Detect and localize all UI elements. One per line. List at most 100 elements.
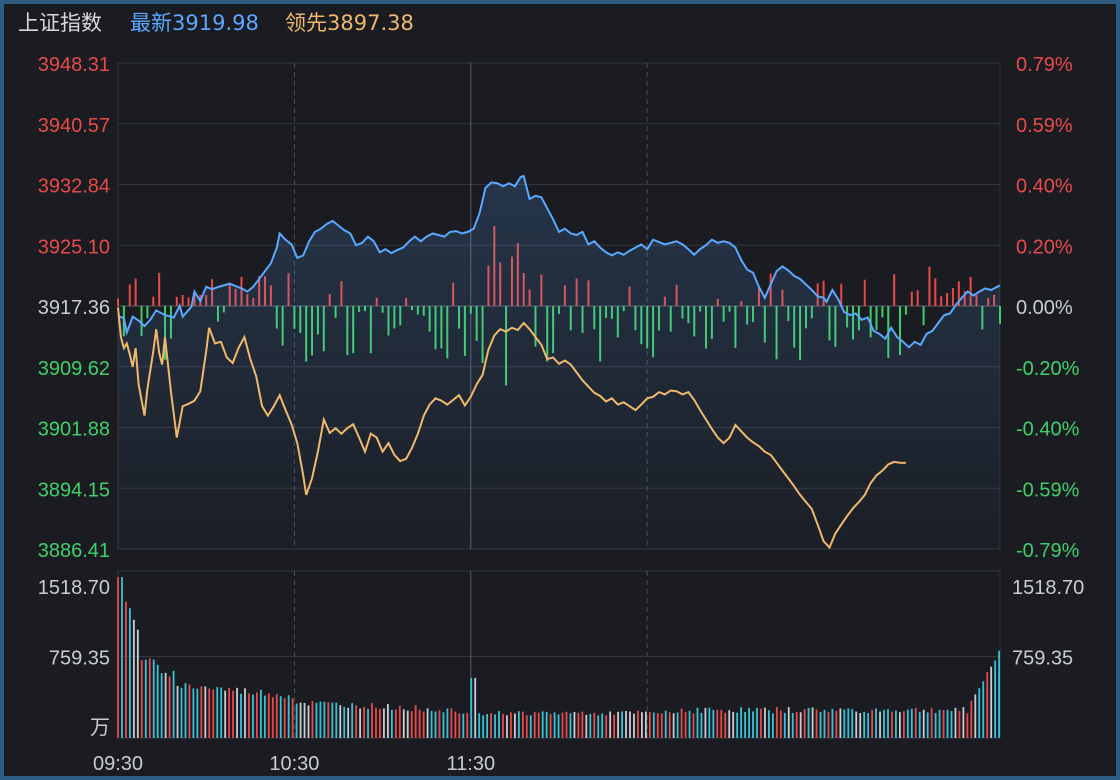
volume-bar: [125, 601, 127, 738]
volume-bar: [148, 658, 151, 738]
volume-bar: [533, 711, 536, 738]
volume-bar: [696, 707, 699, 738]
volume-bar: [184, 683, 187, 738]
volume-bar: [668, 712, 671, 738]
volume-bar: [418, 709, 421, 738]
volume-bar: [414, 705, 417, 738]
volume-bar: [839, 708, 842, 738]
volume-bar: [835, 710, 838, 738]
volume-bar: [601, 713, 604, 738]
volume-bar: [386, 703, 389, 738]
volume-bar: [779, 710, 782, 738]
volume-bar: [990, 666, 993, 738]
volume-bar: [898, 712, 901, 738]
volume-bar: [176, 685, 179, 738]
volume-bar: [494, 714, 496, 738]
volume-bar: [700, 712, 703, 738]
volume-bar: [565, 711, 568, 738]
volume-bar: [827, 712, 830, 738]
volume-bar: [652, 712, 655, 738]
volume-bar: [771, 713, 774, 738]
volume-bar: [375, 707, 377, 738]
x-tick: 10:30: [269, 753, 319, 775]
volume-bar: [208, 688, 211, 738]
volume-bar: [367, 708, 369, 738]
volume-bar: [442, 712, 445, 738]
volume-bar: [656, 713, 659, 738]
y-tick-right: 0.79%: [1016, 54, 1073, 76]
flow-bar-down: [899, 306, 902, 355]
flow-bar-up: [946, 292, 949, 306]
volume-bar: [958, 710, 961, 738]
flow-bar-up: [928, 266, 931, 306]
volume-bar: [244, 688, 246, 738]
y-tick-left: 3948.31: [38, 54, 110, 76]
volume-bar: [303, 702, 306, 738]
volume-bar: [617, 711, 619, 738]
y-tick-right: 0.00%: [1016, 297, 1073, 319]
volume-bar: [212, 689, 215, 738]
volume-bar: [680, 708, 683, 738]
flow-bar-up: [863, 279, 866, 306]
volume-bar: [390, 709, 393, 738]
volume-bar: [343, 706, 346, 738]
leading-index-label: 领先3897.38: [285, 11, 414, 35]
volume-bar: [545, 711, 548, 738]
volume-bar: [748, 707, 750, 738]
volume-bar: [764, 707, 766, 738]
volume-bar: [728, 710, 731, 738]
volume-bar: [593, 712, 596, 738]
volume-bar: [676, 712, 679, 738]
volume-bar: [232, 690, 235, 738]
volume-bar: [843, 709, 846, 738]
volume-bar: [938, 709, 941, 738]
volume-bar: [859, 713, 862, 738]
volume-bar: [474, 677, 477, 738]
volume-bar: [815, 709, 818, 738]
y-tick-left: 3901.88: [38, 419, 110, 441]
flow-bar-down: [904, 306, 907, 315]
volume-bar: [720, 709, 723, 738]
volume-bar: [867, 712, 870, 738]
volume-bar: [998, 650, 1001, 738]
y-tick-left: 3909.62: [38, 358, 110, 380]
volume-bar: [327, 702, 330, 738]
volume-bar: [811, 707, 814, 738]
volume-bar: [319, 701, 322, 738]
volume-bar: [902, 711, 905, 738]
volume-bar: [240, 693, 242, 738]
volume-bar: [891, 711, 893, 738]
index-name: 上证指数: [18, 11, 102, 35]
x-tick: 11:30: [447, 753, 496, 775]
volume-bar: [152, 659, 155, 738]
volume-bar: [422, 711, 425, 738]
volume-bar: [394, 709, 397, 738]
volume-bar: [275, 694, 278, 738]
volume-bar: [287, 695, 290, 738]
volume-bar: [672, 713, 675, 738]
volume-bar: [196, 688, 199, 738]
volume-bar: [688, 710, 691, 738]
volume-bar: [807, 707, 810, 738]
y-tick-left: 3917.36: [38, 297, 110, 319]
volume-bar: [180, 687, 183, 738]
volume-bar: [156, 664, 159, 738]
flow-bar-up: [840, 283, 843, 306]
volume-bar: [553, 712, 556, 738]
volume-bar: [581, 711, 584, 738]
volume-bar: [144, 659, 147, 738]
volume-tick-right: 759.35: [1012, 648, 1073, 670]
volume-bar: [791, 712, 794, 738]
volume-bar: [573, 711, 576, 738]
volume-bar: [311, 701, 314, 738]
volume-bar: [966, 713, 969, 738]
volume-bar: [795, 711, 798, 738]
volume-bar: [732, 711, 735, 738]
flow-bar-up: [822, 280, 825, 306]
volume-bar: [875, 708, 877, 738]
volume-bar: [609, 711, 612, 738]
volume-bar: [585, 714, 588, 738]
volume-bar: [514, 713, 516, 738]
volume-bar: [887, 709, 889, 738]
